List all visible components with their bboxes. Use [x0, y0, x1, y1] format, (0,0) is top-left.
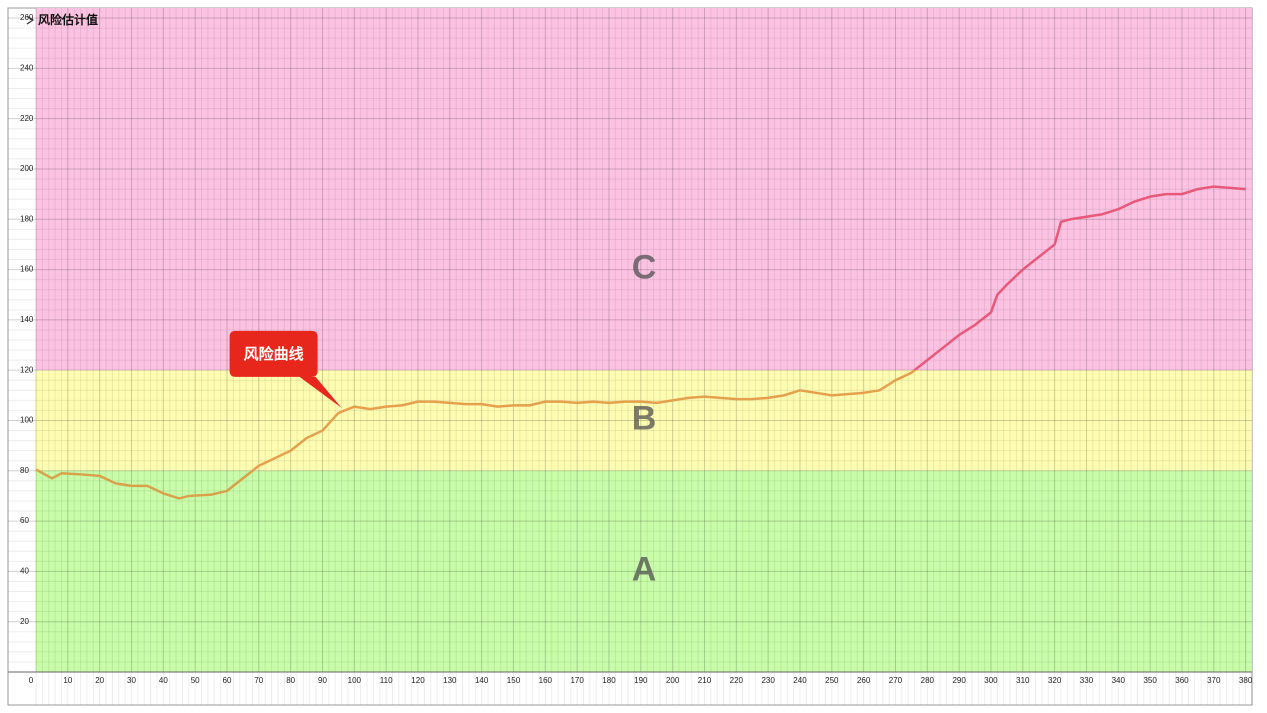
x-tick-label: 240 [793, 676, 807, 685]
x-tick-label: 110 [380, 676, 393, 685]
y-tick-label: 200 [20, 164, 34, 173]
x-tick-label: 60 [223, 676, 232, 685]
x-tick-label: 310 [1016, 676, 1030, 685]
zone-label: C [632, 249, 657, 287]
zone-label: A [632, 550, 657, 588]
x-tick-label: 180 [602, 676, 616, 685]
x-tick-label: 130 [443, 676, 457, 685]
zone [36, 8, 1252, 371]
x-tick-label: 380 [1239, 676, 1253, 685]
foreground: 0 10 20 30 40 50 60 70 80 90 100 110 120 130 140 150 160… [20, 12, 1253, 685]
x-tick-label: 10 [63, 676, 72, 685]
x-tick-label: 50 [191, 676, 200, 685]
x-tick-label: 150 [507, 676, 521, 685]
risk-line [35, 185, 1246, 500]
x-tick-label: 350 [1143, 676, 1157, 685]
x-tick-label: 280 [921, 676, 935, 685]
x-tick-label: 370 [1207, 676, 1221, 685]
x-tick-label: 300 [984, 676, 998, 685]
y-tick-label: 80 [20, 466, 29, 475]
y-tick-label: 40 [20, 567, 29, 576]
x-tick-label: 20 [95, 676, 104, 685]
x-tick-label: 140 [475, 676, 489, 685]
x-tick-label: 320 [1048, 676, 1062, 685]
y-tick-label: 240 [20, 63, 34, 72]
x-tick-label: 0 [29, 676, 34, 685]
x-tick-label: 290 [952, 676, 966, 685]
x-tick-label: 230 [761, 676, 775, 685]
callout [229, 330, 342, 408]
annotation: 风险曲线 [244, 345, 304, 363]
zone [36, 470, 1252, 672]
x-tick-label: 30 [127, 676, 136, 685]
y-tick-label: 100 [20, 416, 34, 425]
x-tick-label: 220 [730, 676, 744, 685]
x-tick-label: 250 [825, 676, 839, 685]
x-tick-label: 80 [286, 676, 295, 685]
y-tick-label: 20 [20, 617, 29, 626]
x-tick-label: 330 [1080, 676, 1094, 685]
x-tick-label: 70 [254, 676, 263, 685]
y-axis-label: 风险估计值 [38, 12, 98, 27]
x-tick-label: 100 [348, 676, 362, 685]
x-tick-label: 40 [159, 676, 168, 685]
x-tick-label: 90 [318, 676, 327, 685]
x-tick-label: 210 [698, 676, 712, 685]
x-tick-label: 200 [666, 676, 680, 685]
zone [36, 370, 1252, 471]
x-tick-label: 190 [634, 676, 648, 685]
y-tick-label: 180 [20, 214, 34, 223]
y-tick-label: 220 [20, 114, 34, 123]
axis-arrow [26, 15, 35, 25]
x-tick-label: 170 [570, 676, 584, 685]
zones [7, 7, 1253, 706]
x-tick-label: 340 [1112, 676, 1126, 685]
x-tick-label: 260 [857, 676, 871, 685]
zone-label: B [632, 399, 657, 437]
x-tick-label: 360 [1175, 676, 1189, 685]
y-tick-label: 140 [20, 315, 34, 324]
y-tick-label: 120 [20, 365, 34, 374]
x-tick-label: 270 [889, 676, 903, 685]
y-tick-label: 60 [20, 516, 29, 525]
y-tick-label: 260 [20, 13, 34, 22]
x-tick-label: 160 [539, 676, 553, 685]
x-tick-label: 120 [411, 676, 425, 685]
y-tick-label: 160 [20, 265, 34, 274]
